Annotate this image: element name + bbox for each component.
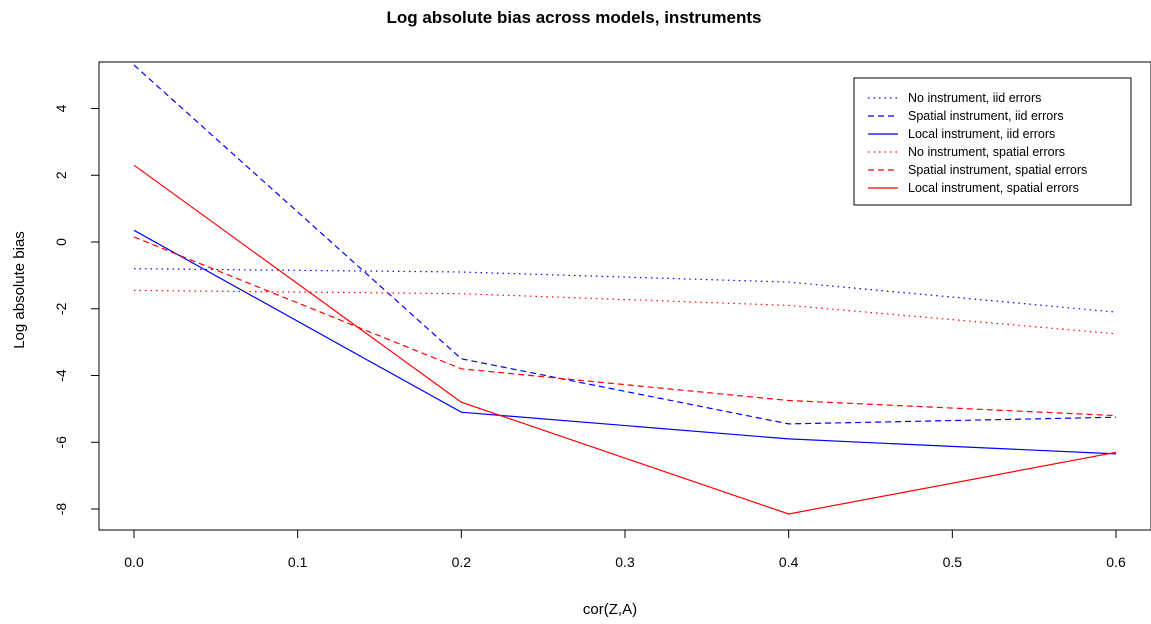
chart-title: Log absolute bias across models, instrum…	[386, 8, 761, 27]
legend-label-6: Local instrument, spatial errors	[908, 181, 1079, 195]
series-line-3	[133, 229, 1117, 455]
x-tick-label: 0.1	[288, 554, 308, 570]
x-axis-label: cor(Z,A)	[583, 601, 637, 618]
y-tick-label: 2	[53, 171, 69, 179]
y-tick-label: 0	[53, 238, 69, 246]
legend-label-2: Spatial instrument, iid errors	[908, 109, 1064, 123]
legend: No instrument, iid errors Spatial instrum…	[853, 77, 1132, 206]
series-line-6	[133, 164, 1117, 515]
x-tick-label: 0.4	[779, 554, 799, 570]
legend-label-3: Local instrument, iid errors	[908, 127, 1055, 141]
y-axis-label: Log absolute bias	[11, 231, 28, 349]
y-tick-label: -6	[53, 436, 69, 449]
series-line-5	[133, 236, 1117, 417]
legend-label-1: No instrument, iid errors	[908, 91, 1041, 105]
y-tick-label: -2	[53, 302, 69, 315]
x-tick-label: 0.2	[452, 554, 472, 570]
x-tick-label: 0.0	[124, 554, 144, 570]
series-lines	[133, 64, 1117, 515]
y-tick-label: -4	[53, 369, 69, 382]
x-tick-label: 0.5	[943, 554, 963, 570]
axes: 0.0 0.1 0.2 0.3 0.4 0.5 0.6 -8 -6 -4 -2 0 2 4	[53, 104, 1126, 570]
legend-box	[853, 77, 1132, 206]
y-tick-label: -8	[53, 503, 69, 516]
legend-label-5: Spatial instrument, spatial errors	[908, 163, 1087, 177]
legend-label-4: No instrument, spatial errors	[908, 145, 1065, 159]
y-tick-label: 4	[53, 104, 69, 112]
series-line-1	[133, 268, 1117, 313]
x-tick-label: 0.6	[1106, 554, 1126, 570]
x-tick-label: 0.3	[615, 554, 635, 570]
